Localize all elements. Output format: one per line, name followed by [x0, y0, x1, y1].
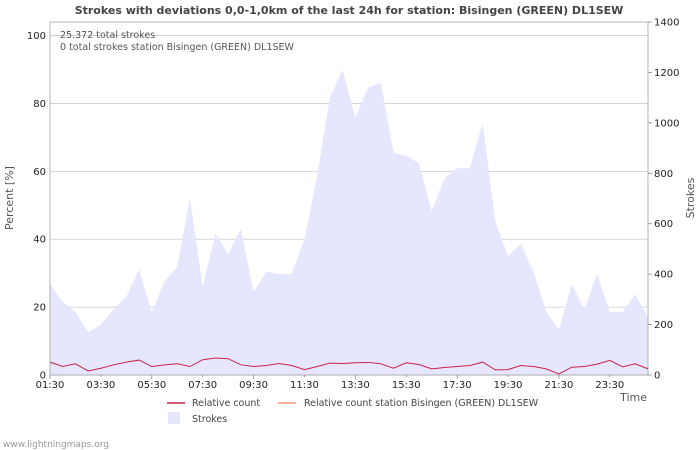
legend-swatch-strokes: [168, 412, 180, 424]
y2-tick-label: 1200: [654, 68, 679, 79]
strokes-area: [50, 69, 648, 375]
x-axis-label: Time: [619, 391, 647, 404]
x-tick-label: 09:30: [239, 380, 268, 391]
x-tick-label: 07:30: [188, 380, 217, 391]
y2-tick-label: 600: [654, 219, 673, 230]
footer-credit: www.lightningmaps.org: [3, 440, 109, 450]
y2-tick-label: 0: [654, 371, 660, 382]
legend-relative-count-station: Relative count station Bisingen (GREEN) …: [304, 398, 539, 409]
y-tick-label: 40: [33, 235, 46, 246]
axis-ticks: 020406080100020040060080010001200140001:…: [27, 18, 680, 392]
legend-relative-count: Relative count: [192, 398, 260, 409]
y2-tick-label: 1400: [654, 18, 679, 29]
x-tick-label: 17:30: [443, 380, 472, 391]
chart-title: Strokes with deviations 0,0-1,0km of the…: [75, 4, 624, 17]
x-tick-label: 03:30: [86, 380, 115, 391]
y2-tick-label: 800: [654, 169, 673, 180]
annotation-station-strokes: 0 total strokes station Bisingen (GREEN)…: [60, 42, 295, 53]
x-tick-label: 01:30: [36, 380, 65, 391]
y-tick-label: 80: [33, 99, 46, 110]
x-tick-label: 21:30: [545, 380, 574, 391]
legend: Relative count Relative count station Bi…: [167, 398, 539, 425]
y2-tick-label: 1000: [654, 118, 679, 129]
y-axis-label: Percent [%]: [3, 166, 16, 230]
annotation-total-strokes: 25.372 total strokes: [60, 30, 155, 41]
relative-count-line: [49, 357, 649, 375]
strokes-area-path: [50, 69, 648, 375]
x-tick-label: 23:30: [595, 380, 624, 391]
y2-tick-label: 400: [654, 270, 673, 281]
y2-tick-label: 200: [654, 320, 673, 331]
y-tick-label: 100: [27, 31, 46, 42]
y-tick-label: 60: [33, 167, 46, 178]
x-tick-label: 11:30: [290, 380, 319, 391]
y-tick-label: 20: [33, 303, 46, 314]
x-tick-label: 19:30: [494, 380, 523, 391]
x-tick-label: 15:30: [392, 380, 421, 391]
plot-frame: [49, 21, 649, 376]
x-tick-label: 05:30: [137, 380, 166, 391]
legend-strokes: Strokes: [192, 414, 227, 425]
series-lines: [49, 357, 649, 375]
y-tick-label: 0: [40, 371, 46, 382]
y2-axis-label: Strokes: [684, 177, 697, 218]
x-tick-label: 13:30: [341, 380, 370, 391]
